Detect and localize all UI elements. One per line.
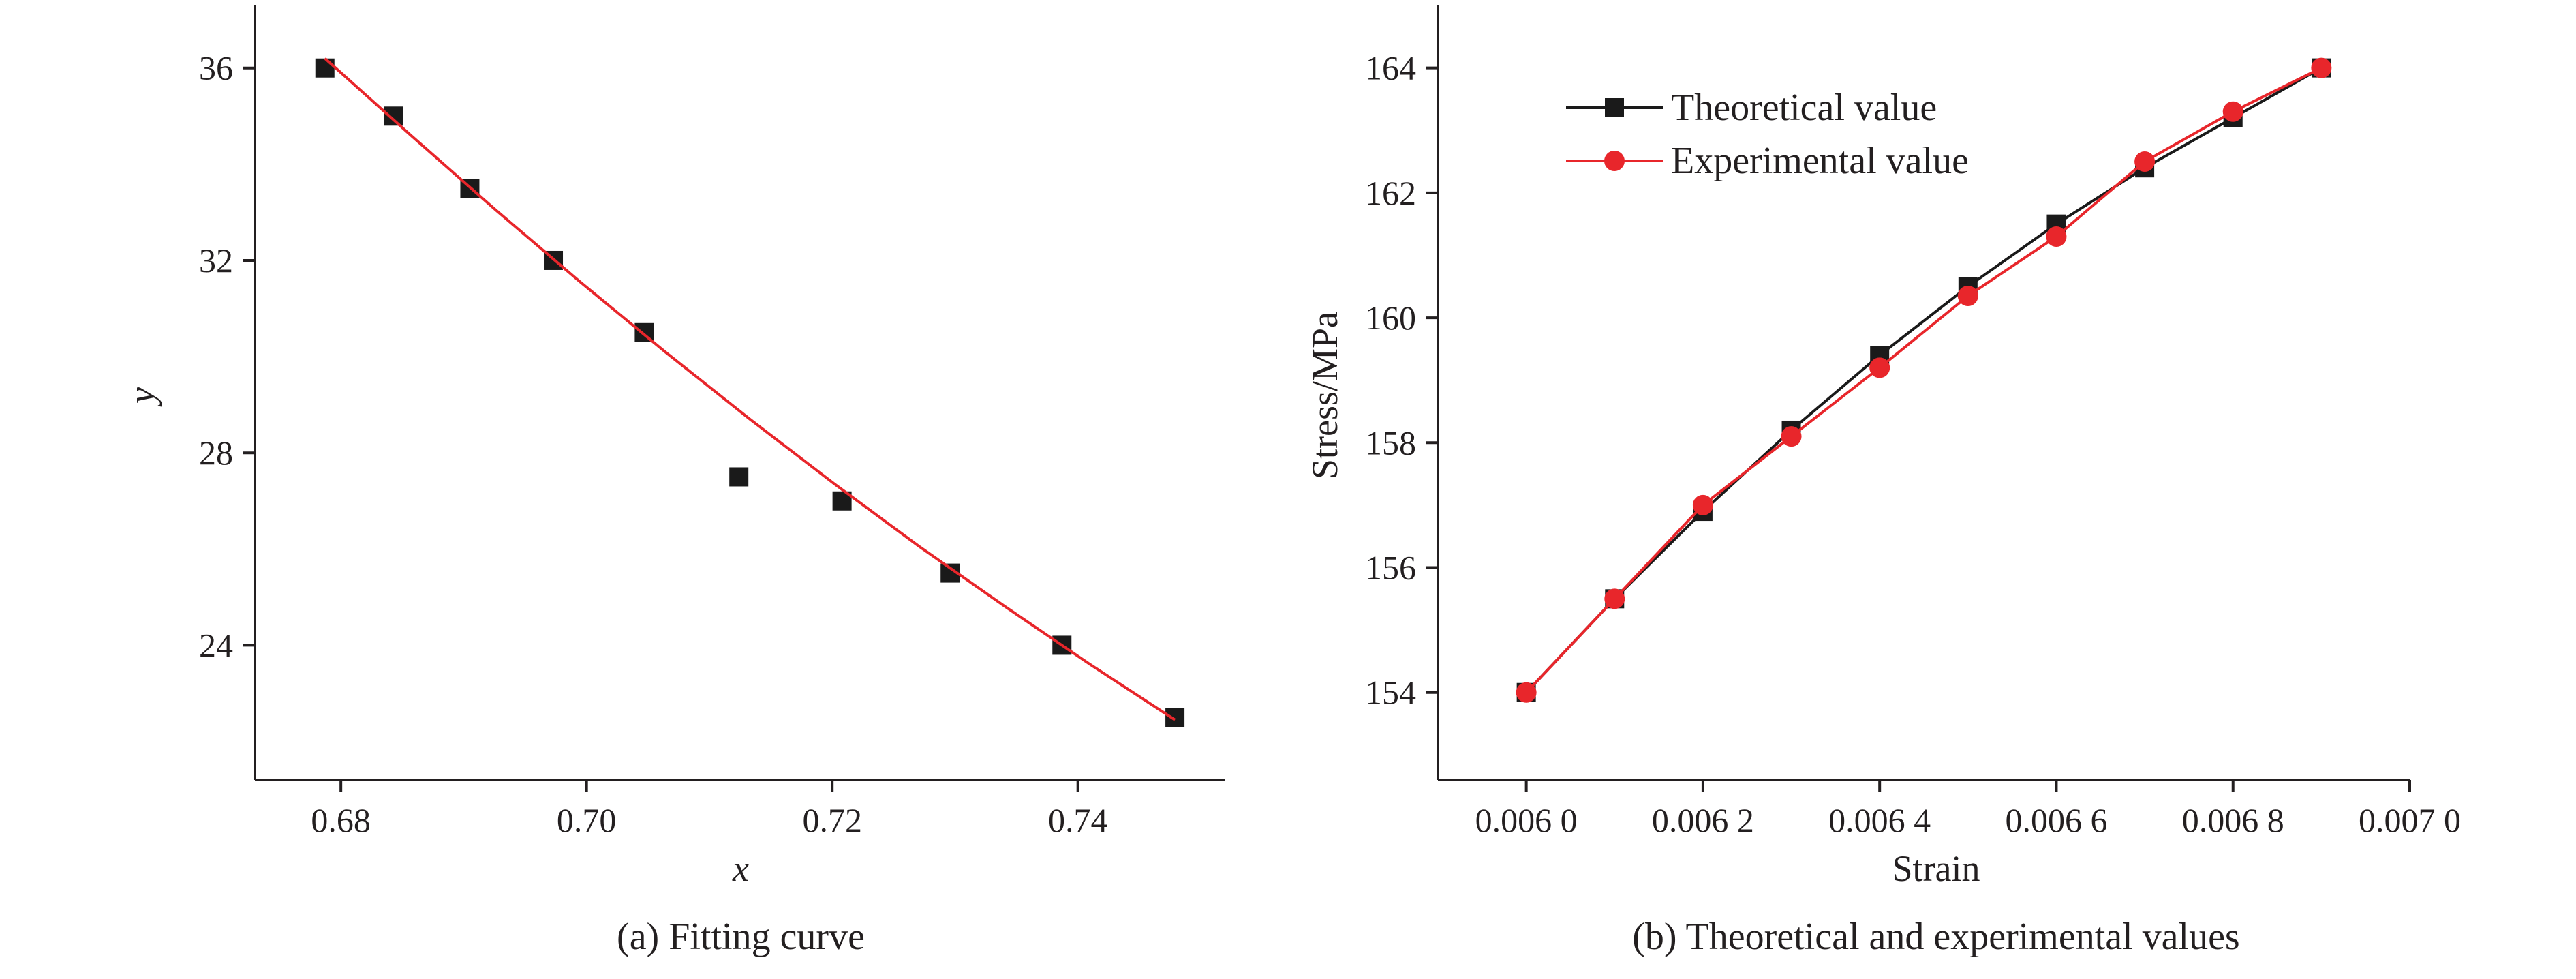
x-tick-label: 0.006 0 — [1475, 801, 1578, 839]
series-line-0 — [1525, 66, 2322, 694]
x-tick-label: 0.006 2 — [1652, 801, 1754, 839]
y-tick-label: 154 — [1365, 674, 1416, 712]
chart-a-x-axis-label: x — [732, 848, 749, 889]
chart-b: 0.006 0 0.006 2 0.006 4 0.006 6 0.006 8 0.007… — [1304, 5, 2461, 958]
series-line-1 — [1525, 66, 2322, 694]
legend-marker-square — [1605, 98, 1624, 117]
y-tick-label: 160 — [1365, 299, 1416, 337]
chart-b-legend: Theoretical value Experimental value — [1566, 87, 1969, 182]
y-tick-label: 162 — [1365, 174, 1416, 212]
legend-label-experimental: Experimental value — [1671, 140, 1969, 182]
chart-b-y-axis-label: Stress/MPa — [1304, 312, 1345, 479]
data-point-circle — [2134, 151, 2156, 172]
chart-b-axes — [1437, 5, 2410, 781]
x-tick-label: 0.007 0 — [2359, 801, 2461, 839]
data-point-square — [1165, 708, 1185, 727]
chart-a: 0.68 0.70 0.72 0.74 24 28 32 36 x y (a) Fitting… — [121, 5, 1225, 958]
chart-a-series — [315, 57, 1185, 727]
x-tick-label: 0.006 8 — [2182, 801, 2284, 839]
data-point-circle — [1957, 286, 1978, 306]
data-point-square — [315, 58, 335, 78]
data-point-square — [384, 106, 403, 126]
data-point-circle — [2222, 101, 2243, 122]
x-tick-label: 0.70 — [557, 801, 617, 839]
legend-item-theoretical: Theoretical value — [1566, 87, 1937, 129]
x-tick-label: 0.006 4 — [1828, 801, 1931, 839]
data-point-circle — [2311, 57, 2332, 78]
data-point-circle — [1604, 588, 1625, 609]
x-tick-label: 0.72 — [802, 801, 862, 839]
data-point-circle — [2046, 226, 2067, 247]
chart-b-x-axis-label: Strain — [1892, 848, 1980, 889]
y-tick-label: 158 — [1365, 423, 1416, 462]
x-tick-label: 0.74 — [1048, 801, 1108, 839]
y-tick-label: 164 — [1365, 49, 1416, 87]
fit-curve — [324, 57, 1176, 721]
data-point-circle — [1781, 426, 1802, 447]
chart-b-series — [1516, 57, 2332, 703]
legend-marker-circle — [1604, 151, 1625, 171]
y-tick-label: 32 — [199, 241, 233, 280]
chart-a-caption: (a) Fitting curve — [617, 916, 865, 958]
legend-item-experimental: Experimental value — [1566, 140, 1969, 182]
chart-a-axes — [254, 5, 1225, 781]
chart-b-caption: (b) Theoretical and experimental values — [1632, 916, 2239, 958]
chart-b-ticks: 0.006 0 0.006 2 0.006 4 0.006 6 0.006 8 0.007… — [1365, 49, 2461, 839]
y-tick-label: 156 — [1365, 549, 1416, 587]
data-point-circle — [1692, 494, 1713, 515]
data-point-square — [729, 467, 749, 487]
data-point-circle — [1869, 357, 1890, 378]
chart-a-ticks: 0.68 0.70 0.72 0.74 24 28 32 36 — [199, 49, 1107, 839]
x-tick-label: 0.006 6 — [2005, 801, 2107, 839]
y-tick-label: 28 — [199, 434, 233, 472]
x-tick-label: 0.68 — [311, 801, 371, 839]
legend-label-theoretical: Theoretical value — [1671, 87, 1937, 129]
y-tick-label: 36 — [199, 49, 233, 87]
chart-a-y-axis-label: y — [121, 387, 162, 407]
data-point-circle — [1516, 682, 1537, 703]
y-tick-label: 24 — [199, 626, 233, 664]
